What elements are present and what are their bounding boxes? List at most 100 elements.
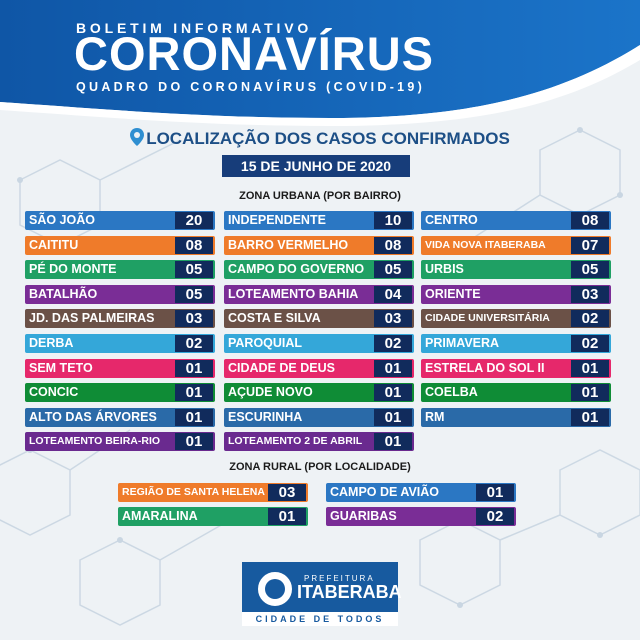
urban-name: COSTA E SILVA [228,311,321,326]
urban-row: ESCURINHA 01 [224,407,414,427]
header-subtitle: QUADRO DO CORONAVÍRUS (COVID-19) [76,80,426,94]
urban-count: 08 [571,212,609,229]
rural-row: GUARIBAS 02 [326,507,516,526]
urban-row: CENTRO 08 [421,211,611,230]
urban-name: CONCIC [29,385,79,400]
urban-row: DERBA 02 [25,334,215,353]
urban-name: CENTRO [425,213,478,227]
logo-motto: CIDADE DE TODOS [242,612,398,626]
urban-count: 07 [571,236,609,254]
urban-count: 01 [374,384,412,402]
urban-count: 01 [571,359,609,377]
urban-name: COELBA [425,385,478,400]
urban-name: BARRO VERMELHO [228,237,349,252]
urban-row: JD. DAS PALMEIRAS 03 [25,309,215,329]
rural-count: 01 [268,508,306,525]
urban-row: COSTA E SILVA 03 [224,309,414,329]
report-date: 15 DE JUNHO DE 2020 [222,155,410,177]
rural-row: REGIÃO DE SANTA HELENA 03 [118,483,308,502]
urban-count: 02 [175,335,213,352]
rural-count: 02 [476,508,514,525]
urban-name: VIDA NOVA ITABERABA [425,238,546,251]
urban-count: 02 [571,335,609,352]
urban-row: PÉ DO MONTE 05 [25,260,215,280]
urban-count: 03 [571,285,609,303]
logo-city: ITABERABA [297,582,402,602]
urban-row: CONCIC 01 [25,383,215,403]
urban-name: SEM TETO [29,360,93,375]
urban-row: CIDADE UNIVERSITÁRIA 02 [421,309,611,329]
logo-prefeitura: PREFEITURA [304,574,375,583]
rural-name: REGIÃO DE SANTA HELENA [122,486,265,498]
rural-count: 01 [476,484,514,501]
urban-name: CIDADE DE DEUS [228,360,335,375]
urban-name: PRIMAVERA [425,336,500,350]
header-title: CORONAVÍRUS [74,27,435,80]
urban-name: CIDADE UNIVERSITÁRIA [425,312,550,325]
prefeitura-logo: PREFEITURA ITABERABA [242,562,402,612]
urban-count: 02 [571,310,609,328]
urban-row: COELBA 01 [421,383,611,403]
urban-row: INDEPENDENTE 10 [224,211,414,230]
urban-row: LOTEAMENTO BEIRA-RIO 01 [25,432,215,452]
urban-count: 01 [374,433,412,451]
urban-row: LOTEAMENTO 2 DE ABRIL 01 [224,432,414,452]
urban-name: CAMPO DO GOVERNO [228,262,365,277]
urban-row: CIDADE DE DEUS 01 [224,358,414,378]
urban-row: VIDA NOVA ITABERABA 07 [421,235,611,255]
location-title: LOCALIZAÇÃO DOS CASOS CONFIRMADOS [0,128,640,151]
urban-name: LOTEAMENTO BAHIA [228,286,359,301]
urban-zone-label: ZONA URBANA (POR BAIRRO) [239,190,401,202]
urban-name: URBIS [425,262,464,277]
urban-name: LOTEAMENTO 2 DE ABRIL [228,435,363,448]
urban-row: URBIS 05 [421,260,611,280]
urban-row: RM 01 [421,407,611,427]
urban-name: LOTEAMENTO BEIRA-RIO [29,435,161,448]
urban-name: ORIENTE [425,286,481,301]
urban-name: AÇUDE NOVO [228,385,313,400]
urban-count: 05 [175,285,213,303]
rural-row: CAMPO DE AVIÃO 01 [326,483,516,502]
urban-row: BATALHÃO 05 [25,284,215,304]
urban-row: BARRO VERMELHO 08 [224,235,414,255]
urban-count: 02 [374,335,412,352]
urban-count: 05 [571,261,609,279]
urban-count: 05 [175,261,213,279]
location-title-text: LOCALIZAÇÃO DOS CASOS CONFIRMADOS [146,128,510,148]
urban-count: 08 [175,236,213,254]
urban-name: PÉ DO MONTE [29,262,117,277]
rural-name: AMARALINA [122,509,198,523]
urban-count: 01 [374,408,412,426]
urban-count: 01 [374,359,412,377]
rural-name: GUARIBAS [330,509,397,523]
urban-count: 20 [175,212,213,229]
urban-count: 03 [374,310,412,328]
urban-name: BATALHÃO [29,286,98,301]
urban-count: 03 [175,310,213,328]
urban-count: 10 [374,212,412,229]
urban-row: SÃO JOÃO 20 [25,211,215,230]
urban-name: INDEPENDENTE [228,213,326,227]
urban-row: CAMPO DO GOVERNO 05 [224,260,414,280]
urban-row: PRIMAVERA 02 [421,334,611,353]
urban-count: 01 [175,384,213,402]
urban-row: PAROQUIAL 02 [224,334,414,353]
urban-row: SEM TETO 01 [25,358,215,378]
map-pin-icon [130,128,145,151]
rural-count: 03 [268,484,306,501]
city-seal-icon [258,572,292,606]
rural-zone-label: ZONA RURAL (POR LOCALIDADE) [229,461,411,473]
urban-name: DERBA [29,336,74,350]
urban-row: ALTO DAS ÁRVORES 01 [25,407,215,427]
urban-count: 01 [175,408,213,426]
urban-count: 01 [175,433,213,451]
urban-name: ESTRELA DO SOL II [425,360,545,375]
urban-count: 01 [571,384,609,402]
urban-name: ALTO DAS ÁRVORES [29,409,157,424]
urban-name: PAROQUIAL [228,336,303,350]
urban-name: RM [425,409,445,424]
rural-name: CAMPO DE AVIÃO [330,485,440,499]
urban-row: ORIENTE 03 [421,284,611,304]
urban-count: 05 [374,261,412,279]
urban-name: JD. DAS PALMEIRAS [29,311,155,326]
